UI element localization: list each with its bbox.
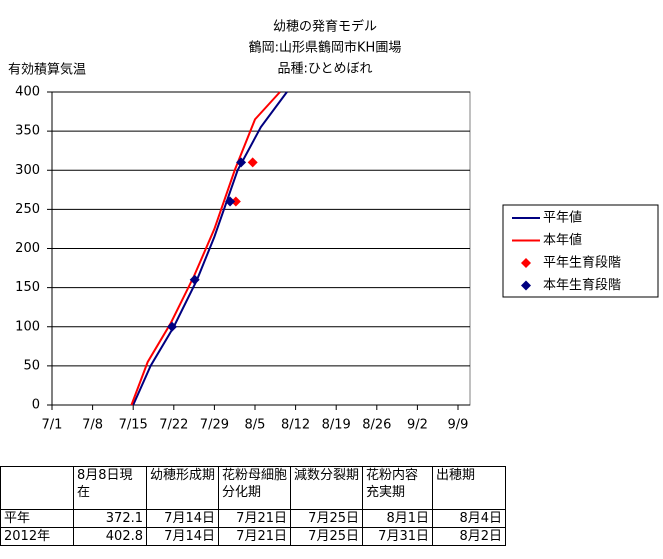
table-cell: 8月1日 xyxy=(362,509,433,528)
data-table: 8月8日現在 幼穂形成期 花粉母細胞分化期 減数分裂期 花粉内容充実期 出穂期 平年 372… xyxy=(0,466,506,546)
table-cell: 372.1 xyxy=(73,509,147,528)
y-axis-label: 有効積算気温 xyxy=(8,62,86,78)
x-tick-label: 8/26 xyxy=(362,418,391,433)
table-cell: 7月14日 xyxy=(146,509,219,528)
table-row: 2012年 402.8 7月14日 7月21日 7月25日 7月31日 8月2日 xyxy=(0,527,506,546)
diamond-marker xyxy=(189,274,200,285)
table-row: 平年 372.1 7月14日 7月21日 7月25日 8月1日 8月4日 xyxy=(0,509,506,528)
header-cell: 花粉母細胞分化期 xyxy=(218,466,291,510)
table-cell: 402.8 xyxy=(73,527,147,546)
x-tick-label: 9/9 xyxy=(448,418,469,433)
line-series xyxy=(130,91,281,406)
header-cell: 花粉内容充実期 xyxy=(362,466,433,510)
table-cell: 7月25日 xyxy=(290,527,363,546)
y-tick-label: 300 xyxy=(15,163,40,178)
y-tick-label: 200 xyxy=(15,241,40,256)
legend-marker xyxy=(521,258,531,268)
y-tick-label: 50 xyxy=(23,358,40,373)
diamond-marker xyxy=(247,157,258,168)
x-tick-label: 7/1 xyxy=(42,418,63,433)
table-cell: 7月14日 xyxy=(146,527,219,546)
legend-label: 本年生育段階 xyxy=(543,277,621,293)
legend-label: 本年値 xyxy=(543,232,582,248)
x-tick-label: 7/22 xyxy=(159,418,188,433)
header-cell: 出穂期 xyxy=(432,466,506,510)
x-tick-label: 8/19 xyxy=(322,418,351,433)
legend-label: 平年生育段階 xyxy=(543,255,621,271)
table-cell: 7月21日 xyxy=(218,509,291,528)
table-body: 平年 372.1 7月14日 7月21日 7月25日 8月1日 8月4日 2012年 402.8… xyxy=(0,509,506,546)
y-tick-label: 0 xyxy=(32,398,40,413)
header-cell: 8月8日現在 xyxy=(73,466,147,510)
x-tick-label: 7/29 xyxy=(200,418,229,433)
table-cell: 7月25日 xyxy=(290,509,363,528)
table-cell: 平年 xyxy=(0,509,74,528)
table-cell: 8月2日 xyxy=(432,527,506,546)
y-tick-label: 400 xyxy=(15,85,40,100)
legend-marker xyxy=(521,280,531,291)
corner-cell xyxy=(0,466,74,510)
table-cell: 7月21日 xyxy=(218,527,291,546)
x-tick-label: 7/8 xyxy=(82,418,103,433)
diamond-marker xyxy=(236,157,247,168)
x-tick-label: 9/2 xyxy=(407,418,428,433)
chart-title: 幼穂の発育モデル xyxy=(273,19,377,35)
header-row: 8月8日現在 幼穂形成期 花粉母細胞分化期 減数分裂期 花粉内容充実期 出穂期 xyxy=(0,466,506,510)
y-tick-label: 150 xyxy=(15,280,40,295)
chart-title: 鶴岡:山形県鶴岡市KH圃場 xyxy=(249,40,402,56)
diamond-marker xyxy=(167,321,178,332)
y-tick-label: 250 xyxy=(15,202,40,217)
x-tick-label: 8/5 xyxy=(245,418,266,433)
x-tick-label: 7/15 xyxy=(119,418,148,433)
header-cell: 幼穂形成期 xyxy=(146,466,219,510)
x-tick-label: 8/12 xyxy=(281,418,310,433)
y-tick-label: 350 xyxy=(15,124,40,139)
diamond-marker xyxy=(225,196,236,207)
header-cell: 減数分裂期 xyxy=(290,466,363,510)
table-cell: 8月4日 xyxy=(432,509,506,528)
legend-box xyxy=(502,204,659,298)
chart-title: 品種:ひとめぼれ xyxy=(278,61,373,77)
legend-label: 平年値 xyxy=(543,210,582,226)
line-series xyxy=(132,91,288,406)
table-cell: 2012年 xyxy=(0,527,74,546)
y-tick-label: 100 xyxy=(15,319,40,334)
table-cell: 7月31日 xyxy=(362,527,433,546)
diamond-marker xyxy=(230,196,241,207)
